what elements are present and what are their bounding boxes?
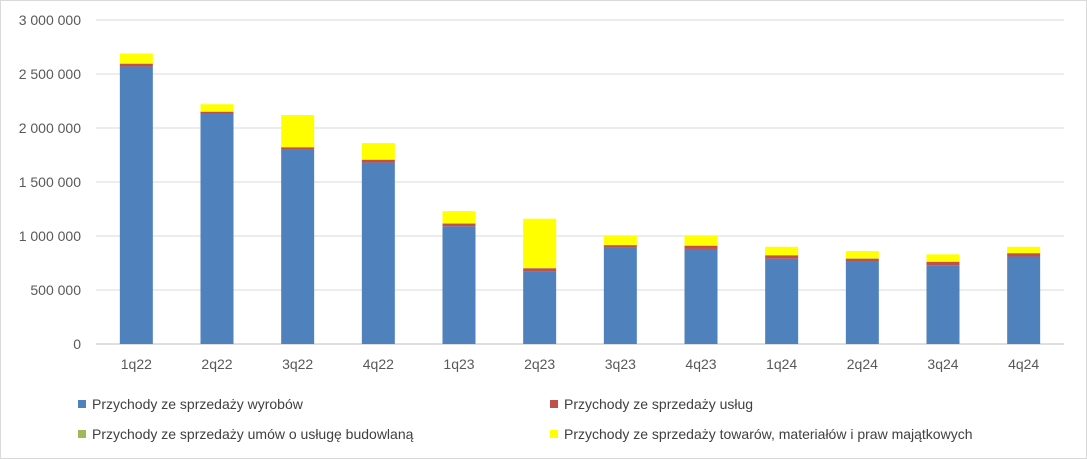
x-tick-label: 3q23	[605, 356, 636, 372]
x-tick-label: 2q24	[847, 356, 878, 372]
y-tick-label: 2 000 000	[19, 120, 81, 136]
bar-segment-4q23-s3	[684, 236, 718, 246]
legend-label-uslugi: Przychody ze sprzedaży usług	[564, 396, 754, 412]
stacked-bar-chart: 0 500 000 1 000 000 1 500 000 2 000 000 2 500…	[19, 12, 1064, 372]
bar-segment-4q22-s3	[361, 143, 395, 160]
bar-segment-2q22-s1	[200, 111, 234, 114]
bar-segment-4q23-s1	[684, 245, 718, 249]
y-tick-label: 2 500 000	[19, 66, 81, 82]
x-tick-label: 4q23	[685, 356, 716, 372]
bar-segment-2q23-s1	[523, 268, 557, 272]
x-tick-label: 4q24	[1008, 356, 1039, 372]
legend-item-budowlane: Przychody ze sprzedaży umów o usługę bud…	[78, 426, 413, 442]
y-axis: 0 500 000 1 000 000 1 500 000 2 000 000 2 500…	[19, 12, 82, 352]
x-tick-label: 1q24	[766, 356, 797, 372]
bar-segment-4q24-s0	[1007, 256, 1041, 344]
y-tick-label: 0	[73, 336, 81, 352]
x-tick-label: 3q24	[927, 356, 958, 372]
bars	[119, 53, 1041, 345]
x-tick-label: 1q23	[443, 356, 474, 372]
bar-segment-3q24-s0	[926, 265, 960, 344]
legend-swatch-towary	[550, 430, 558, 438]
bar-segment-4q24-s3	[1007, 246, 1041, 253]
bar-segment-2q24-s3	[845, 251, 879, 259]
bar-segment-1q22-s3	[119, 53, 153, 64]
y-tick-label: 1 500 000	[19, 174, 81, 190]
bar-segment-1q23-s3	[442, 211, 476, 224]
bar-segment-4q24-s1	[1007, 253, 1041, 257]
bar-segment-2q22-s0	[200, 113, 234, 345]
bar-segment-4q22-s0	[361, 162, 395, 344]
y-tick-label: 1 000 000	[19, 228, 81, 244]
bar-segment-1q22-s1	[119, 63, 153, 67]
x-axis: 1q22 2q22 3q22 4q22 1q23 2q23 3q23 4q23 1q24 2q24…	[121, 356, 1040, 372]
bar-segment-1q24-s3	[765, 246, 799, 256]
bar-segment-1q22-s0	[119, 66, 153, 344]
x-tick-label: 2q22	[201, 356, 232, 372]
legend-label-budowlane: Przychody ze sprzedaży umów o usługę bud…	[92, 426, 414, 442]
bar-segment-1q24-s1	[765, 255, 799, 259]
bar-segment-2q23-s0	[523, 271, 557, 344]
bar-segment-4q23-s0	[684, 248, 718, 344]
x-tick-label: 3q22	[282, 356, 313, 372]
bar-segment-3q22-s3	[281, 115, 315, 148]
bar-segment-2q24-s0	[845, 261, 879, 344]
legend-label-towary: Przychody ze sprzedaży towarów, materiał…	[564, 426, 973, 442]
bar-segment-3q23-s0	[603, 247, 637, 344]
legend-item-wyroby: Przychody ze sprzedaży wyrobów	[78, 396, 303, 412]
legend-item-towary: Przychody ze sprzedaży towarów, materiał…	[550, 426, 973, 442]
y-tick-label: 3 000 000	[19, 12, 81, 28]
x-tick-label: 4q22	[363, 356, 394, 372]
legend-item-uslugi: Przychody ze sprzedaży usług	[550, 396, 753, 412]
y-tick-label: 500 000	[30, 282, 81, 298]
legend-swatch-budowlane	[78, 430, 86, 438]
legend-label-wyroby: Przychody ze sprzedaży wyrobów	[92, 396, 303, 412]
bar-segment-3q22-s0	[281, 149, 315, 344]
bar-segment-4q22-s1	[361, 159, 395, 163]
x-tick-label: 1q22	[121, 356, 152, 372]
bar-segment-3q24-s1	[926, 261, 960, 266]
legend-swatch-uslugi	[550, 400, 558, 408]
bar-segment-3q23-s1	[603, 245, 637, 248]
gridlines	[96, 19, 1064, 345]
bar-segment-1q23-s1	[442, 223, 476, 227]
bar-segment-2q23-s3	[523, 218, 557, 269]
bar-segment-3q23-s3	[603, 236, 637, 245]
bar-segment-2q24-s1	[845, 258, 879, 262]
bar-segment-3q24-s3	[926, 254, 960, 262]
bar-segment-1q23-s0	[442, 226, 476, 344]
bar-segment-3q22-s1	[281, 147, 315, 150]
x-tick-label: 2q23	[524, 356, 555, 372]
legend: Przychody ze sprzedaży wyrobów Przychody…	[0, 388, 1087, 448]
legend-swatch-wyroby	[78, 400, 86, 408]
bar-segment-2q22-s3	[200, 104, 234, 112]
bar-segment-1q24-s0	[765, 258, 799, 344]
